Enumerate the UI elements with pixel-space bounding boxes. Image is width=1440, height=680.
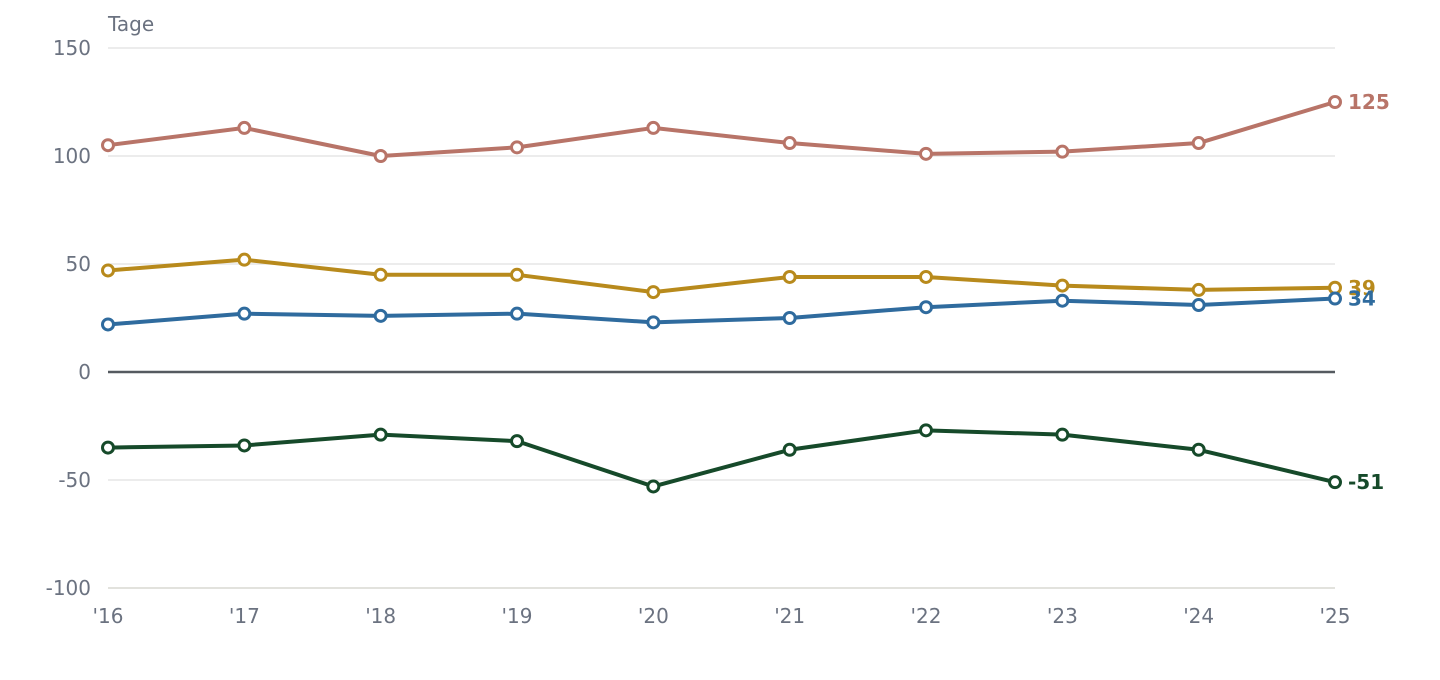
y-tick-label: -100 xyxy=(46,576,91,600)
data-point xyxy=(1055,293,1070,308)
x-tick-label: '20 xyxy=(638,604,669,628)
data-point xyxy=(101,440,115,455)
data-point xyxy=(101,317,115,332)
data-point xyxy=(782,442,797,457)
data-point xyxy=(1055,144,1070,159)
x-tick-label: '21 xyxy=(774,604,805,628)
y-axis-ticks: 150 100 50 0 -50 -100 xyxy=(46,36,91,600)
end-value-label: -51 xyxy=(1348,470,1384,494)
series-2 xyxy=(101,252,1342,300)
series-3 xyxy=(101,291,1342,332)
data-point xyxy=(1055,427,1070,442)
data-point xyxy=(373,149,388,163)
data-point xyxy=(919,423,933,438)
y-tick-label: 0 xyxy=(78,360,91,384)
data-point xyxy=(919,269,933,284)
data-point xyxy=(510,306,524,321)
series-lines xyxy=(101,95,1342,494)
data-point xyxy=(646,285,661,300)
data-point xyxy=(237,252,252,267)
series-line xyxy=(106,428,1337,489)
data-point xyxy=(373,308,388,323)
x-axis-ticks: '16 '17 '18 '19 '20 '21 '22 '23 '24 '25 xyxy=(93,604,1351,628)
y-axis-unit-label: Tage xyxy=(107,12,154,36)
data-point xyxy=(782,311,797,325)
x-tick-label: '17 xyxy=(229,604,260,628)
y-tick-label: 100 xyxy=(53,144,91,168)
data-point xyxy=(1328,475,1342,490)
data-point xyxy=(510,434,524,449)
end-value-label: 125 xyxy=(1348,90,1390,114)
data-point xyxy=(101,263,115,278)
data-point xyxy=(1191,298,1206,313)
data-point xyxy=(1328,95,1342,109)
series-line xyxy=(106,296,1337,327)
data-point xyxy=(919,300,933,315)
data-point xyxy=(919,146,933,161)
data-point xyxy=(646,479,661,494)
data-point xyxy=(510,267,524,282)
x-tick-label: '24 xyxy=(1183,604,1214,628)
y-tick-label: -50 xyxy=(58,468,91,492)
data-point xyxy=(237,306,252,321)
x-tick-label: '25 xyxy=(1320,604,1351,628)
x-tick-label: '18 xyxy=(365,604,396,628)
series-line xyxy=(106,257,1337,295)
data-point xyxy=(646,120,661,135)
x-tick-label: '22 xyxy=(911,604,942,628)
y-tick-label: 50 xyxy=(66,252,91,276)
series-4 xyxy=(101,423,1342,494)
x-tick-label: '16 xyxy=(93,604,124,628)
data-point xyxy=(1191,442,1206,457)
data-point xyxy=(101,138,115,153)
data-point xyxy=(782,269,797,284)
end-value-label: 39 xyxy=(1348,276,1376,300)
data-point xyxy=(1191,136,1206,151)
data-point xyxy=(1055,278,1070,293)
data-point xyxy=(1328,291,1342,306)
data-point xyxy=(373,427,388,442)
end-value-label: 34 xyxy=(1348,287,1376,311)
y-tick-label: 150 xyxy=(53,36,91,60)
data-point xyxy=(237,120,252,135)
grid-lines xyxy=(108,47,1335,589)
series-1 xyxy=(101,95,1342,163)
data-point xyxy=(510,140,524,155)
x-tick-label: '19 xyxy=(502,604,533,628)
x-tick-label: '23 xyxy=(1047,604,1078,628)
data-point xyxy=(646,315,661,330)
data-point xyxy=(782,136,797,151)
data-point xyxy=(373,267,388,282)
series-line xyxy=(106,100,1337,158)
data-point xyxy=(237,438,252,453)
data-point xyxy=(1191,282,1206,297)
